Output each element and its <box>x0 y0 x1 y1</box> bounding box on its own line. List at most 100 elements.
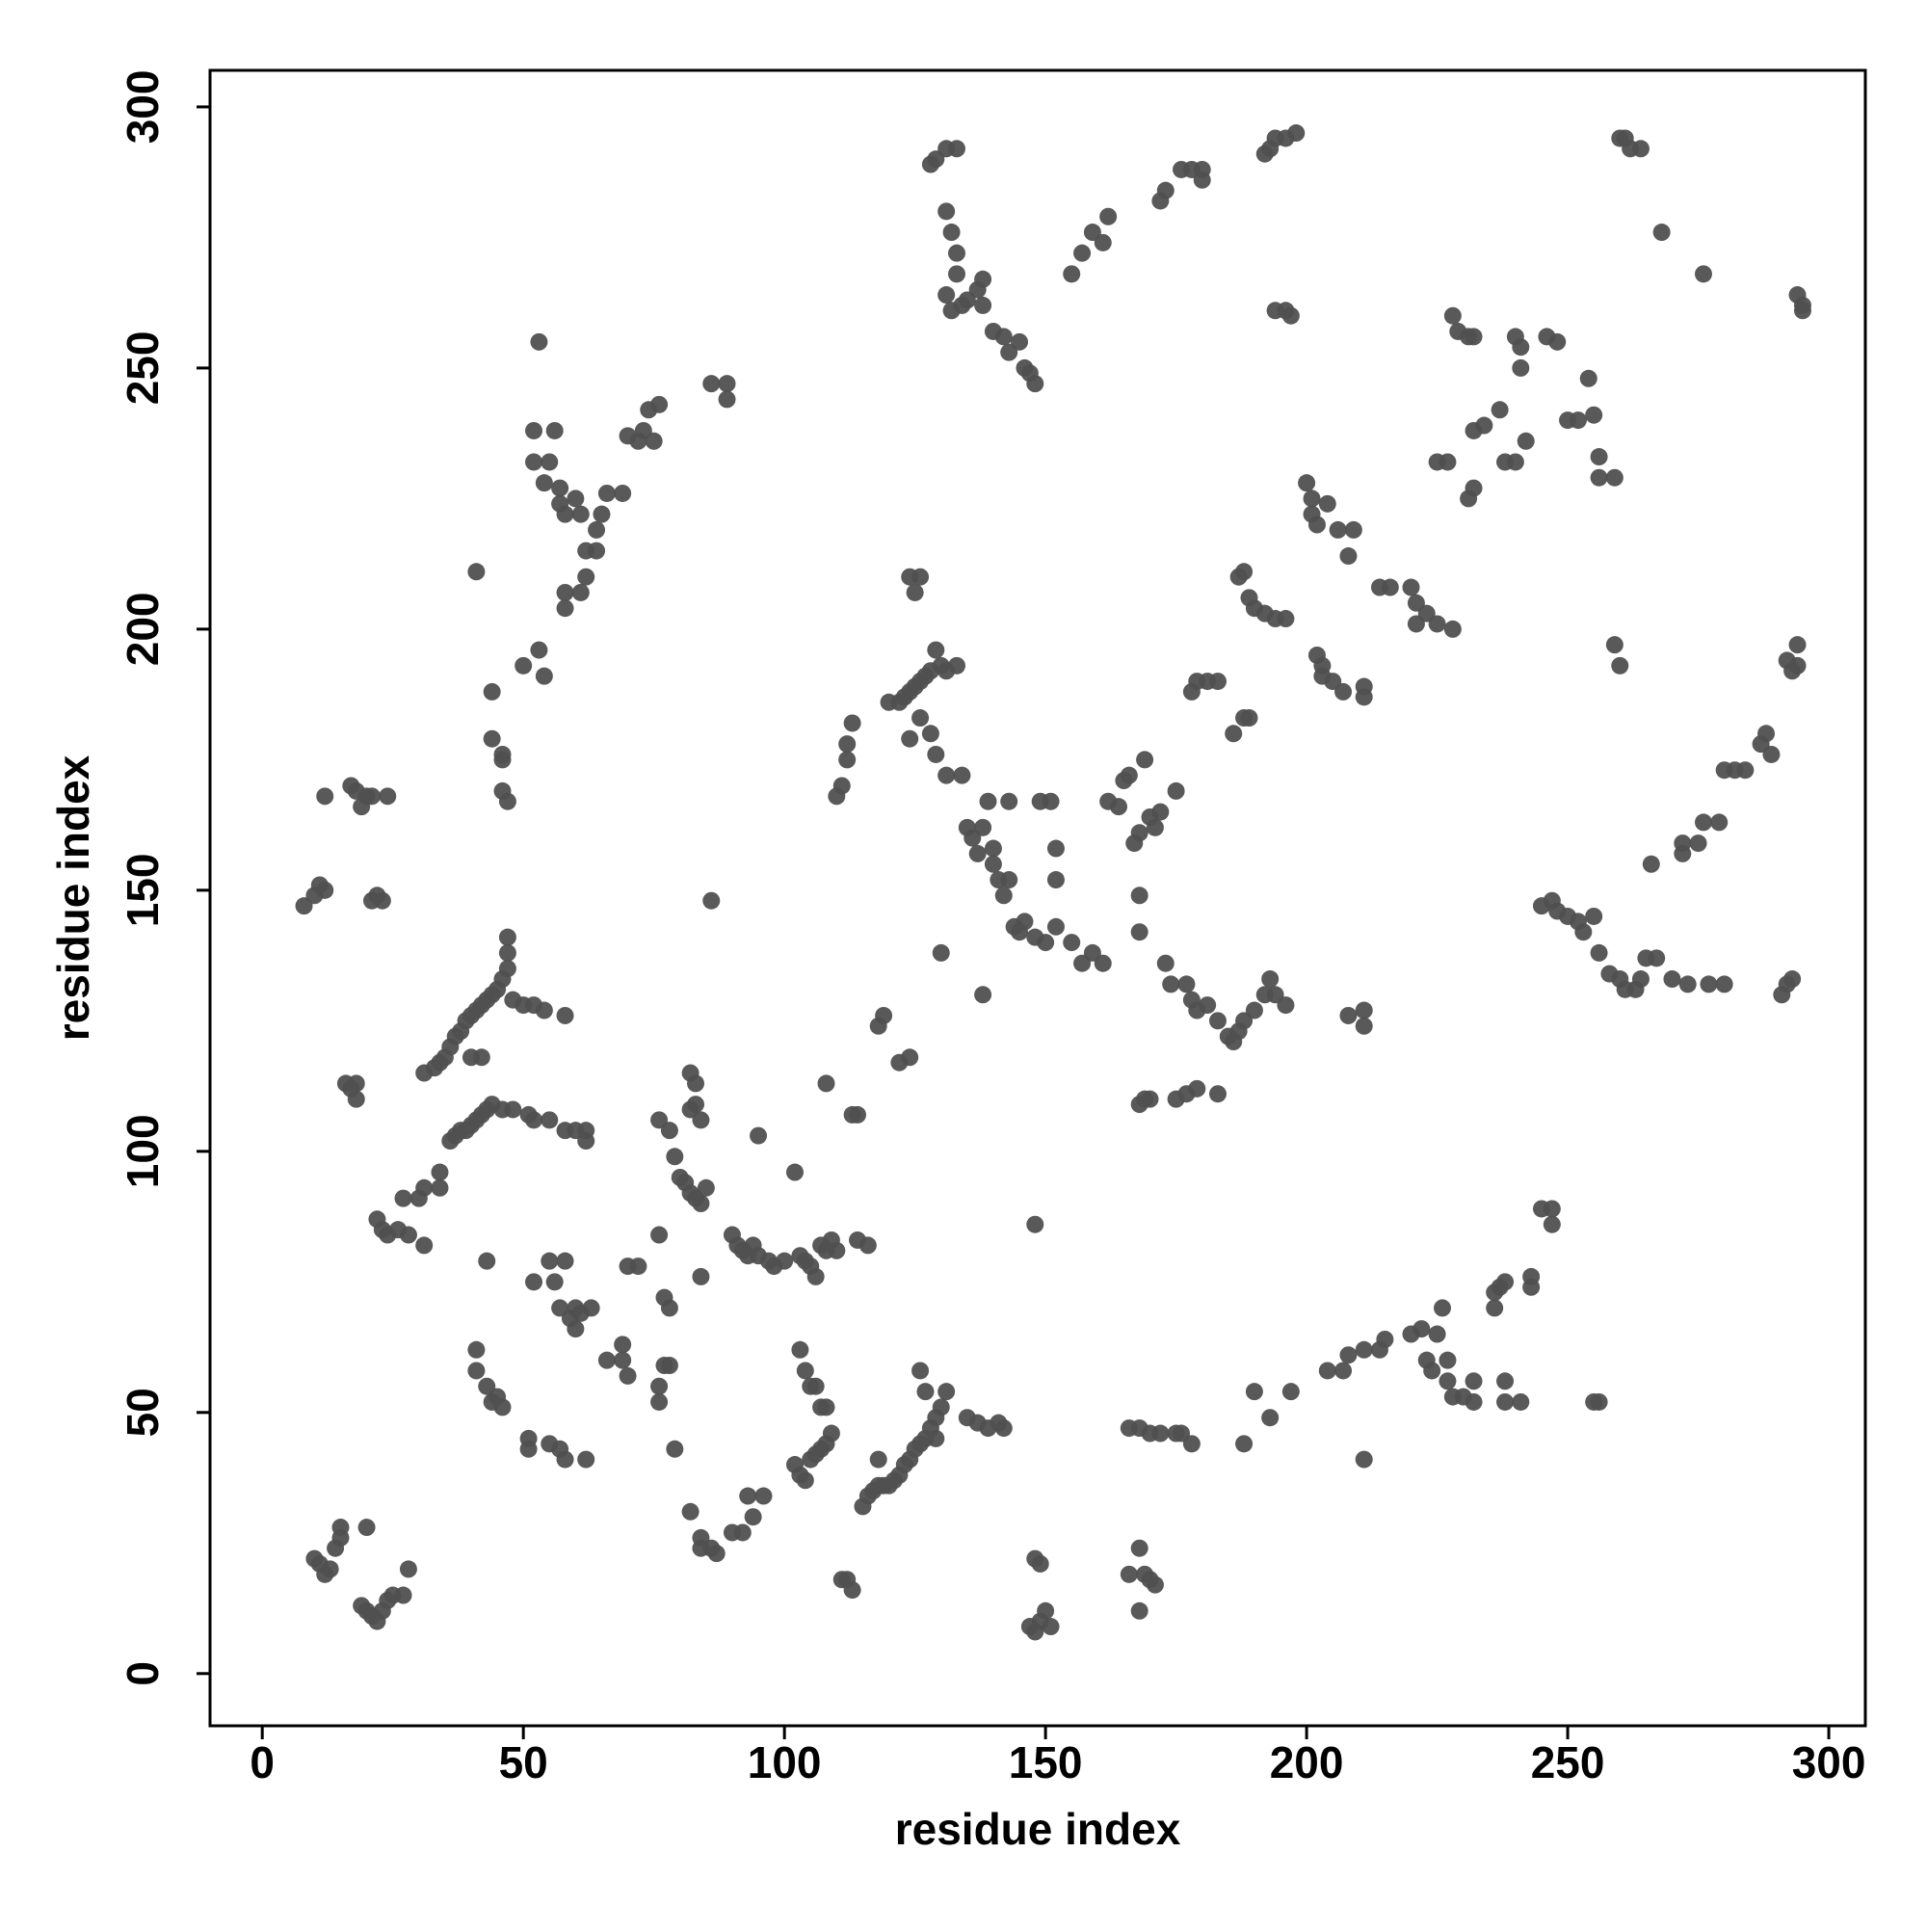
point <box>984 855 1002 873</box>
point <box>947 656 965 675</box>
point <box>541 1252 559 1270</box>
point <box>1120 1565 1138 1583</box>
point <box>593 505 611 523</box>
point <box>1590 448 1608 466</box>
point <box>525 421 543 439</box>
point <box>498 928 516 946</box>
point <box>1475 416 1493 435</box>
point <box>1700 975 1718 993</box>
point <box>974 818 992 836</box>
point <box>739 1487 757 1505</box>
point <box>535 474 553 492</box>
point <box>1517 432 1535 450</box>
point <box>1334 1362 1353 1380</box>
point <box>1130 923 1148 941</box>
point <box>692 1267 710 1285</box>
point <box>1063 934 1081 952</box>
point <box>1757 725 1776 743</box>
point <box>1063 265 1081 283</box>
y-axis-title: residue index <box>48 754 98 1041</box>
point <box>467 1362 486 1380</box>
point <box>1428 1325 1446 1343</box>
point <box>1344 520 1362 539</box>
y-tick-label: 200 <box>118 593 168 667</box>
point <box>911 1362 930 1380</box>
point <box>707 1545 726 1563</box>
point <box>1130 1539 1148 1557</box>
point <box>1678 975 1697 993</box>
point <box>399 1560 417 1578</box>
point <box>1496 1372 1515 1390</box>
point <box>582 1299 600 1317</box>
point <box>1439 1351 1457 1369</box>
point <box>530 641 548 659</box>
point <box>588 542 606 560</box>
point <box>650 1226 669 1244</box>
point <box>650 395 669 413</box>
point <box>1011 332 1029 351</box>
point <box>556 599 574 618</box>
point <box>806 1267 825 1285</box>
point <box>697 1178 715 1197</box>
point <box>1585 406 1603 424</box>
point <box>838 735 857 754</box>
point <box>937 766 956 784</box>
point <box>1329 520 1347 539</box>
point <box>666 1440 684 1458</box>
x-tick-label: 150 <box>1009 1737 1083 1787</box>
point <box>551 479 569 497</box>
point <box>1590 468 1608 487</box>
point <box>927 745 945 763</box>
point <box>1689 834 1707 853</box>
y-tick-label: 100 <box>118 1114 168 1188</box>
point <box>399 1226 417 1244</box>
point <box>1208 673 1227 691</box>
point <box>979 792 997 810</box>
point <box>431 1178 449 1197</box>
point <box>692 1195 710 1213</box>
point <box>723 1523 741 1542</box>
point <box>1355 677 1373 696</box>
point <box>1522 1267 1541 1285</box>
point <box>577 1450 595 1469</box>
point <box>1136 751 1154 769</box>
point <box>1146 1575 1164 1594</box>
point <box>1000 792 1018 810</box>
point <box>750 1126 768 1145</box>
point <box>1162 975 1180 993</box>
point <box>817 1398 835 1416</box>
point <box>1590 1392 1608 1411</box>
point <box>1762 745 1781 763</box>
point <box>1585 907 1603 925</box>
point <box>1094 233 1112 251</box>
point <box>394 1189 412 1207</box>
point <box>535 667 553 685</box>
point <box>1156 181 1175 199</box>
point <box>1434 1299 1452 1317</box>
point <box>1188 1079 1206 1098</box>
point <box>577 568 595 586</box>
point <box>817 1074 835 1093</box>
x-tick-label: 250 <box>1531 1737 1605 1787</box>
point <box>1783 970 1802 989</box>
point <box>556 1450 574 1469</box>
point <box>1788 656 1807 675</box>
point <box>702 891 721 910</box>
point <box>1579 369 1597 387</box>
point <box>1156 954 1175 972</box>
point <box>1674 834 1692 853</box>
point <box>681 1502 700 1521</box>
point <box>1277 610 1295 628</box>
point <box>493 745 512 763</box>
point <box>718 390 736 409</box>
point <box>504 1100 522 1119</box>
point <box>545 1273 564 1291</box>
point <box>1334 682 1353 701</box>
x-axis-title: residue index <box>895 1804 1181 1854</box>
point <box>974 270 992 288</box>
point <box>415 1178 434 1197</box>
point <box>379 787 397 806</box>
point <box>556 1006 574 1024</box>
point <box>556 583 574 601</box>
point <box>515 656 533 675</box>
